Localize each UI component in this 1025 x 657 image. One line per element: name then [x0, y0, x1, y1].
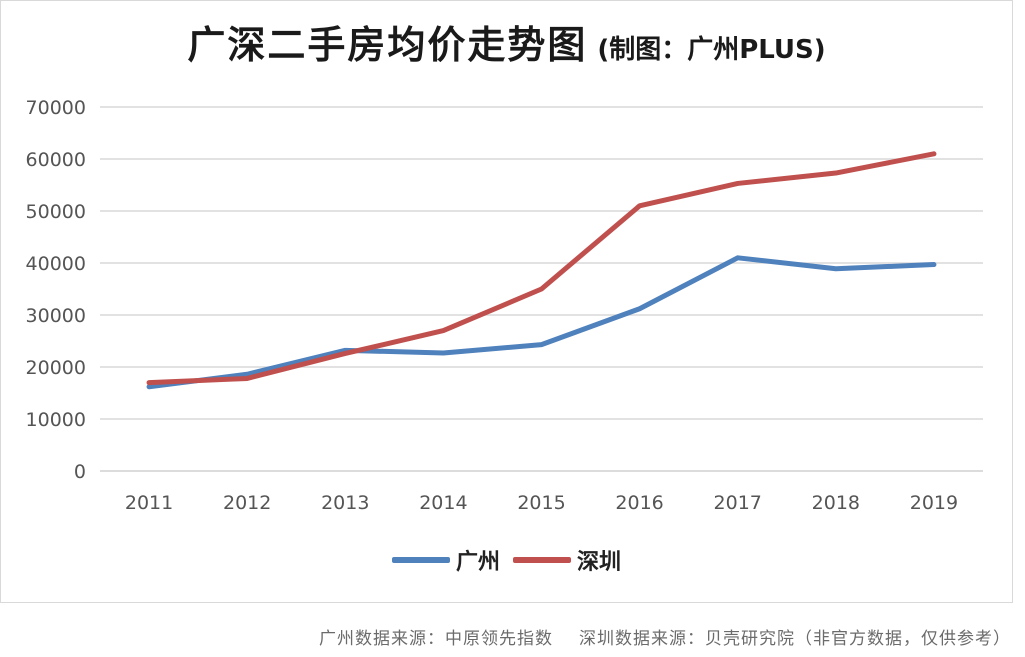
y-tick-label: 60000 — [26, 149, 86, 171]
source-shenzhen: 深圳数据来源：贝壳研究院（非官方数据，仅供参考） — [579, 629, 1011, 649]
x-tick-label: 2015 — [517, 492, 565, 514]
legend-swatch-shenzhen — [513, 557, 572, 563]
y-tick-label: 30000 — [26, 305, 86, 327]
y-tick-label: 70000 — [26, 97, 86, 119]
legend: 广州 深圳 — [0, 544, 1013, 576]
chart-title-block: 广深二手房均价走势图 (制图：广州PLUS) — [0, 14, 1013, 69]
y-tick-label: 40000 — [26, 253, 86, 275]
gridlines — [100, 106, 983, 472]
legend-label-shenzhen: 深圳 — [577, 550, 622, 575]
legend-swatch-guangzhou — [391, 557, 450, 563]
legend-item-shenzhen: 深圳 — [513, 544, 621, 576]
source-guangzhou: 广州数据来源：中原领先指数 — [319, 629, 553, 649]
x-tick-label: 2018 — [812, 492, 860, 514]
x-tick-label: 2016 — [615, 492, 663, 514]
data-source-note: 广州数据来源：中原领先指数 深圳数据来源：贝壳研究院（非官方数据，仅供参考） — [319, 624, 1011, 649]
series-lines — [146, 151, 937, 390]
legend-item-guangzhou: 广州 — [391, 544, 500, 576]
x-tick-label: 2011 — [125, 492, 173, 514]
series-line-guangzhou — [146, 255, 937, 390]
y-tick-label: 50000 — [26, 201, 86, 223]
line-chart: 0 10000 20000 30000 40000 50000 60000 70000 201… — [26, 97, 983, 514]
legend-label-guangzhou: 广州 — [455, 550, 500, 575]
y-tick-label: 20000 — [26, 357, 86, 379]
x-axis-ticks: 2011 2012 2013 2014 2015 2016 2017 2018 2019 — [125, 492, 958, 514]
x-tick-label: 2013 — [321, 492, 369, 514]
x-tick-label: 2019 — [910, 492, 958, 514]
x-tick-label: 2017 — [714, 492, 762, 514]
x-tick-label: 2014 — [419, 492, 467, 514]
y-tick-label: 0 — [74, 461, 86, 483]
x-tick-label: 2012 — [223, 492, 271, 514]
y-tick-label: 10000 — [26, 409, 86, 431]
series-line-shenzhen — [146, 151, 937, 386]
y-axis-ticks: 0 10000 20000 30000 40000 50000 60000 70000 — [26, 97, 86, 483]
chart-title: 广深二手房均价走势图 — [187, 23, 588, 67]
chart-subtitle: (制图：广州PLUS) — [597, 35, 826, 65]
